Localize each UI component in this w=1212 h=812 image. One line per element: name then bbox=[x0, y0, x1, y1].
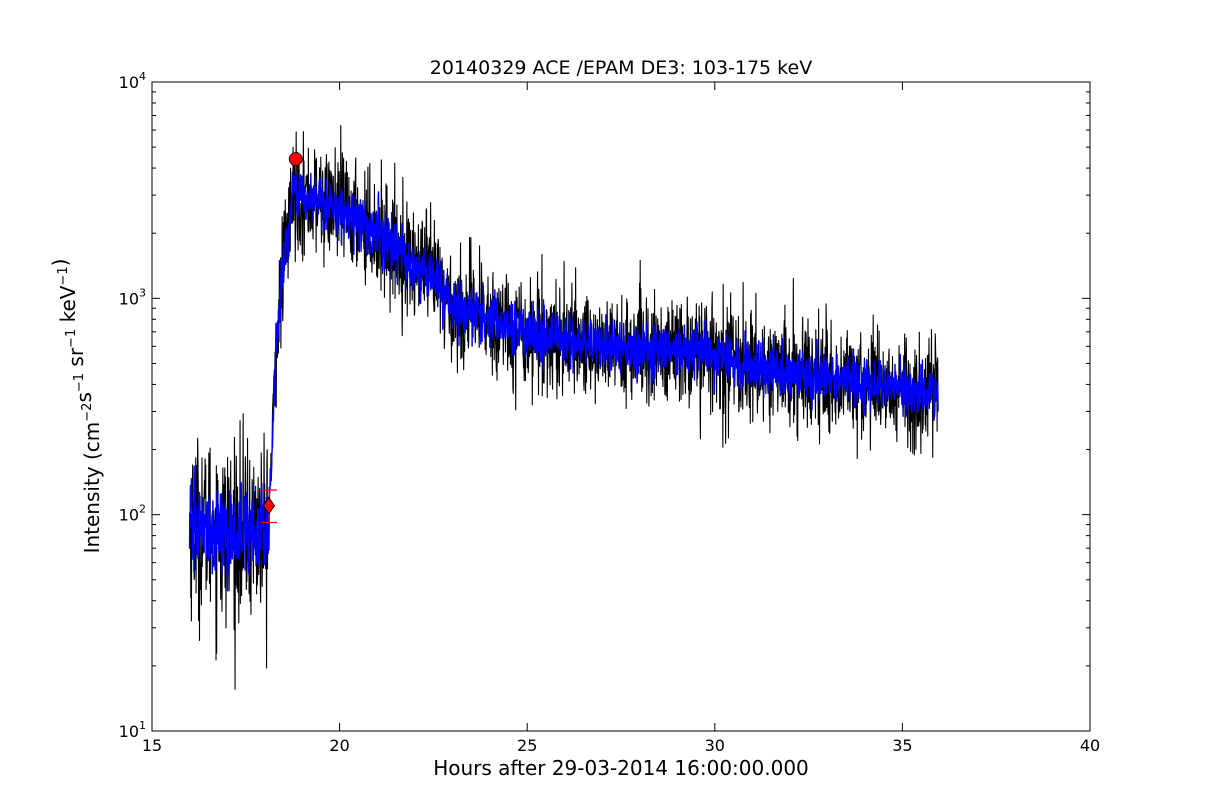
series-line-smoothed bbox=[188, 171, 939, 592]
x-tick-label: 30 bbox=[705, 736, 725, 755]
x-tick-label: 35 bbox=[892, 736, 912, 755]
y-tick-label: 101 bbox=[119, 719, 146, 741]
x-tick-label: 25 bbox=[517, 736, 537, 755]
plot-frame bbox=[151, 81, 1091, 732]
x-tick-label: 40 bbox=[1080, 736, 1100, 755]
onset-marker bbox=[263, 497, 276, 515]
y-axis-label: Intensity (cm−2s−1 sr−1 keV−1) bbox=[48, 259, 104, 554]
x-axis-label: Hours after 29-03-2014 16:00:00.000 bbox=[433, 756, 809, 780]
y-tick-label: 104 bbox=[119, 70, 146, 92]
y-tick-label: 103 bbox=[119, 286, 146, 308]
x-tick-label: 20 bbox=[329, 736, 349, 755]
chart-title: 20140329 ACE /EPAM DE3: 103-175 keV bbox=[430, 57, 812, 79]
tick-layer bbox=[151, 81, 1091, 732]
peak-marker bbox=[288, 152, 303, 167]
tick-label-layer: 15 20 25 30 35 40 101 102 103 104 bbox=[119, 70, 1101, 755]
y-tick-label: 102 bbox=[119, 503, 146, 525]
marker-layer bbox=[261, 152, 303, 524]
series-layer bbox=[188, 125, 939, 690]
x-tick-label: 15 bbox=[142, 736, 162, 755]
